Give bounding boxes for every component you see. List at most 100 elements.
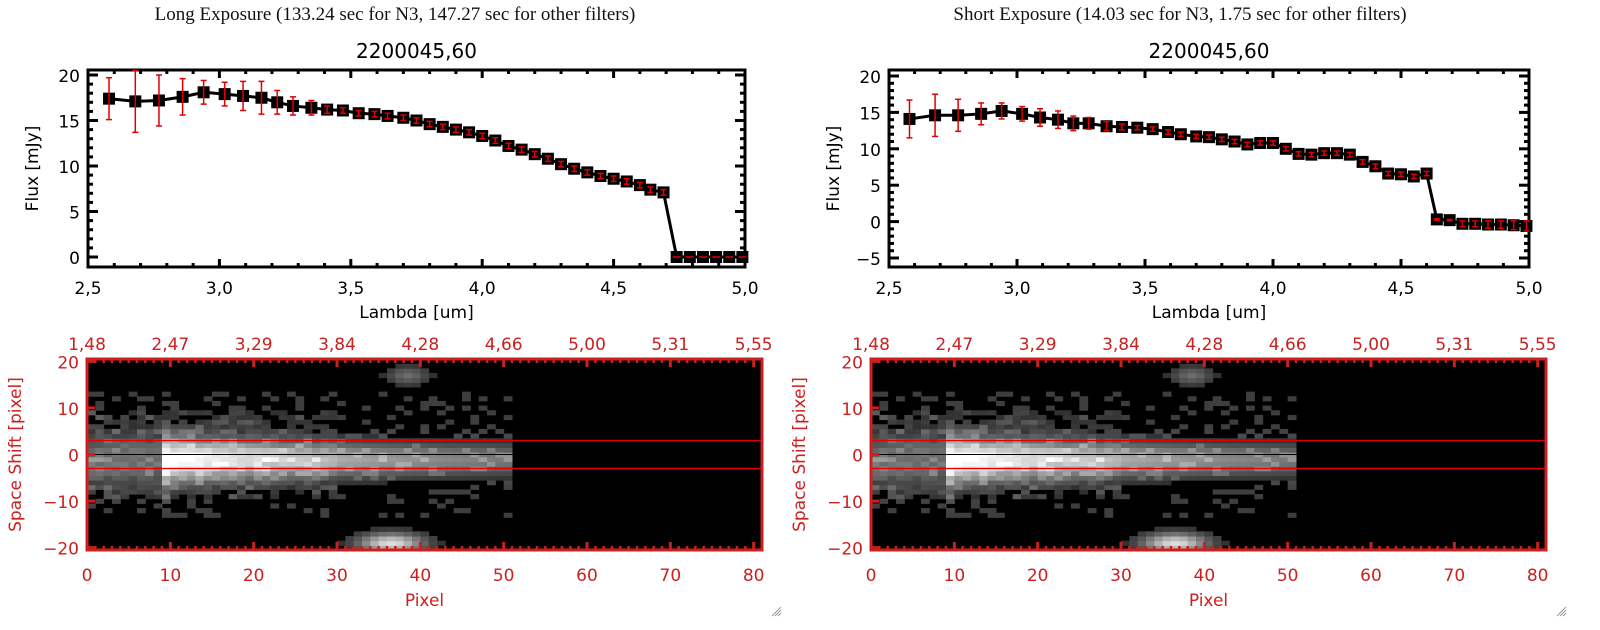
image-pixel	[453, 447, 463, 453]
image-pixel	[87, 410, 96, 416]
image-pixel	[954, 456, 964, 462]
image-pixel	[328, 442, 338, 449]
image-pixel	[1179, 545, 1189, 551]
image-pixel	[962, 433, 972, 439]
image-pixel	[478, 405, 488, 411]
image-pixel	[112, 498, 121, 504]
image-pixel	[1037, 428, 1047, 435]
image-pixel	[445, 405, 455, 411]
resize-grip-icon[interactable]	[770, 605, 782, 617]
image-pixel	[1229, 475, 1239, 481]
image-pixel	[162, 494, 171, 500]
image-pixel	[362, 456, 371, 462]
image-pixel	[362, 540, 371, 546]
image-pixel	[1171, 540, 1180, 546]
image-pixel	[1096, 489, 1105, 495]
image-pixel	[1096, 461, 1105, 467]
image-pixel	[295, 484, 305, 490]
image-pixel	[1196, 545, 1205, 551]
image-pixel	[954, 480, 964, 486]
image-pixel	[1104, 410, 1114, 416]
image-pixel	[345, 536, 355, 542]
image-pixel	[295, 400, 305, 407]
image-pixel	[1187, 456, 1197, 462]
image-pixel	[996, 470, 1005, 476]
y-tick-label: 15	[859, 104, 881, 124]
image-pixel	[395, 372, 405, 379]
image-pixel	[971, 428, 980, 435]
image-pixel	[929, 428, 939, 435]
image-pixel	[403, 470, 413, 476]
image-pixel	[87, 447, 96, 453]
image-pixel	[462, 508, 471, 514]
image-pixel	[95, 424, 105, 430]
image-pixel	[87, 503, 96, 509]
image-pixel	[1054, 447, 1064, 453]
image-pixel	[103, 484, 113, 490]
image-pixel	[1029, 480, 1039, 486]
image-pixel	[128, 480, 138, 486]
image-pixel	[1112, 442, 1122, 449]
image-pixel	[1187, 461, 1197, 467]
image-pixel	[1046, 391, 1055, 397]
image-pixel	[1062, 442, 1072, 449]
image-pixel	[278, 461, 288, 467]
y-tick-label: −20	[827, 540, 863, 560]
image-pixel	[1179, 382, 1189, 388]
x-tick-label: 70	[1444, 566, 1466, 586]
image-pixel	[1137, 470, 1147, 476]
image-pixel	[128, 419, 138, 425]
image-pixel	[879, 498, 889, 504]
image-pixel	[112, 428, 121, 435]
image-pixel	[303, 447, 313, 453]
image-pixel	[195, 456, 205, 462]
top-tick-label: 3,29	[1019, 335, 1057, 355]
image-pixel	[387, 494, 396, 500]
image-pixel	[904, 428, 914, 435]
image-pixel	[1112, 410, 1122, 416]
image-pixel	[1221, 503, 1230, 509]
image-pixel	[1062, 475, 1072, 481]
image-pixel	[478, 428, 488, 435]
image-pixel	[403, 531, 413, 537]
image-pixel	[453, 475, 463, 481]
image-pixel	[120, 424, 130, 430]
image-pixel	[262, 419, 271, 425]
image-pixel	[1196, 540, 1205, 546]
image-pixel	[103, 470, 113, 476]
image-pixel	[103, 461, 113, 467]
image-pixel	[237, 410, 246, 416]
image-pixel	[1187, 442, 1197, 449]
image-pixel	[387, 377, 396, 383]
plot-frame	[86, 68, 747, 269]
image-pixel	[929, 470, 939, 476]
image-pixel	[137, 489, 146, 495]
resize-grip-icon[interactable]	[1555, 605, 1567, 617]
image-pixel	[1254, 484, 1264, 490]
image-pixel	[237, 414, 246, 421]
image-pixel	[962, 484, 972, 490]
image-pixel	[237, 480, 246, 486]
image-pixel	[971, 475, 980, 481]
image-pixel	[1221, 475, 1230, 481]
image-pixel	[1171, 536, 1180, 542]
image-pixel	[253, 470, 263, 476]
image-pixel	[120, 489, 130, 495]
image-pixel	[1187, 363, 1197, 369]
image-pixel	[1171, 470, 1180, 476]
image-pixel	[921, 498, 930, 504]
image-pixel	[996, 475, 1005, 481]
image-pixel	[262, 456, 271, 462]
image-pixel	[987, 428, 997, 435]
image-pixel	[295, 433, 305, 439]
image-pixel	[946, 508, 955, 514]
image-pixel	[420, 536, 430, 542]
image-pixel	[1054, 428, 1064, 435]
image-pixel	[195, 484, 205, 490]
image-pixel	[1154, 531, 1164, 537]
image-pixel	[1229, 419, 1239, 425]
image-pixel	[162, 428, 171, 435]
image-pixel	[428, 442, 438, 449]
image-pixel	[253, 424, 263, 430]
image-pixel	[1187, 396, 1197, 402]
